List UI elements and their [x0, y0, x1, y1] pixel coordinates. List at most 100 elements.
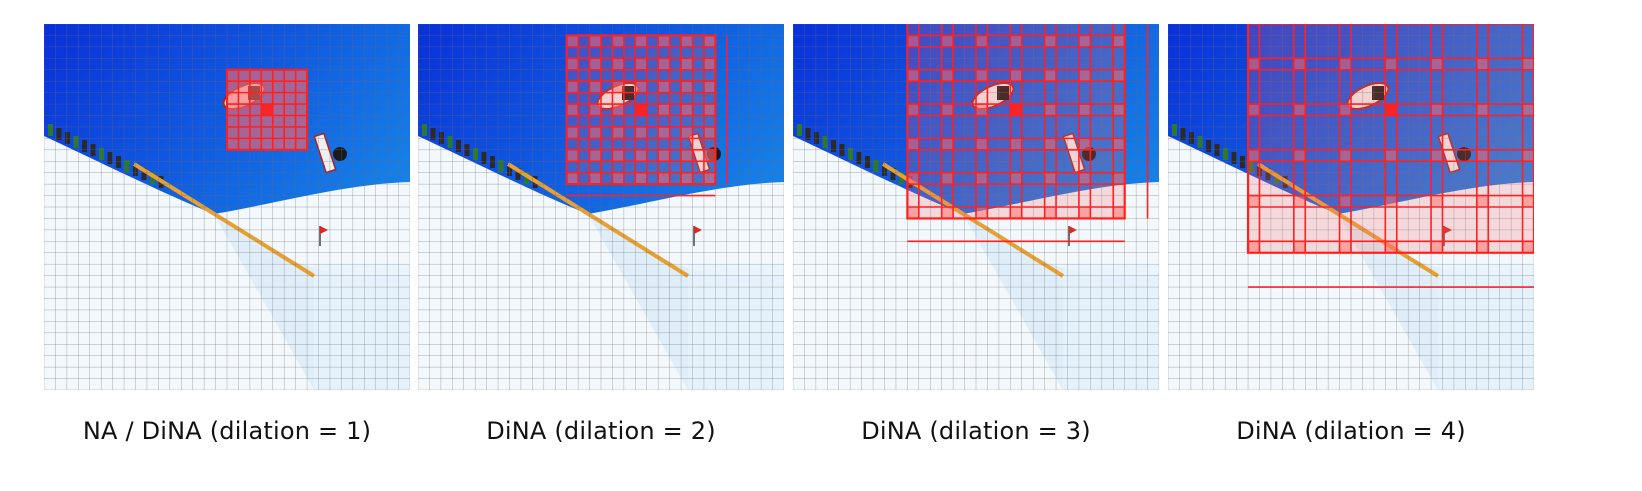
attended-cell	[1339, 149, 1351, 162]
attended-cell	[1522, 195, 1534, 207]
attended-cell	[295, 138, 308, 150]
attended-cell	[227, 126, 239, 139]
attended-cell	[261, 81, 273, 93]
attended-cell	[272, 92, 285, 105]
attended-cell	[589, 58, 601, 70]
attended-cell	[1385, 195, 1397, 207]
attended-cell	[1113, 104, 1125, 116]
attended-cell	[284, 69, 296, 82]
caption-dilation-3: DiNA (dilation = 3)	[861, 417, 1091, 445]
attended-cell	[566, 58, 579, 70]
attended-cell	[635, 149, 647, 162]
attended-cell	[284, 138, 296, 150]
attended-cell	[976, 69, 988, 82]
attended-cell	[295, 92, 308, 105]
attended-cell	[589, 149, 601, 162]
attended-cell	[681, 126, 693, 139]
attended-cell	[681, 104, 693, 116]
spectator	[822, 136, 828, 148]
attended-cell	[295, 81, 308, 93]
attended-cell	[1476, 241, 1489, 253]
window-border	[565, 34, 717, 186]
attended-cell	[1113, 69, 1125, 82]
attended-cell	[566, 126, 579, 139]
attended-cell	[284, 104, 296, 116]
attended-cell	[612, 35, 624, 47]
caption-dilation-2: DiNA (dilation = 2)	[486, 417, 716, 445]
window-border	[1246, 24, 1534, 254]
spectator	[848, 148, 853, 160]
spectator	[1180, 128, 1186, 140]
attended-cell	[1010, 207, 1022, 219]
attended-cell	[1476, 195, 1489, 207]
attended-cell	[1113, 172, 1125, 185]
spectator	[447, 136, 453, 148]
attended-cell	[941, 138, 954, 150]
attended-cell	[976, 207, 988, 219]
attended-cell	[249, 115, 262, 127]
attended-cell	[261, 115, 273, 127]
attended-cell	[681, 81, 693, 93]
attended-cell	[1385, 58, 1397, 70]
attended-cell	[1522, 104, 1534, 116]
attended-cell	[1044, 35, 1057, 47]
spectator	[56, 128, 62, 140]
spectator	[99, 148, 104, 160]
attended-cell	[1385, 149, 1397, 162]
attended-cell	[566, 104, 579, 116]
snowboarder-body	[997, 86, 1009, 100]
attended-cell	[1431, 149, 1443, 162]
attended-cell	[1078, 104, 1091, 116]
attended-cell	[1522, 149, 1534, 162]
attended-cell	[1431, 104, 1443, 116]
query-cell	[1385, 104, 1397, 116]
attended-cell	[941, 69, 954, 82]
attended-cell	[249, 138, 262, 150]
spectator	[1231, 152, 1237, 164]
spectator	[498, 160, 504, 172]
attended-cell	[1044, 138, 1057, 150]
attended-cell	[658, 149, 670, 162]
attended-cell	[1339, 58, 1351, 70]
attended-cell	[261, 138, 273, 150]
attended-cell	[238, 92, 250, 105]
attended-cell	[227, 69, 239, 82]
spectator	[48, 124, 53, 136]
attended-cell	[635, 81, 647, 93]
attended-cell	[238, 81, 250, 93]
attended-cell	[589, 35, 601, 47]
spectator	[82, 140, 87, 152]
spectator	[430, 128, 436, 140]
attended-cell	[1010, 35, 1022, 47]
attended-cell	[249, 92, 262, 105]
spectator	[150, 172, 155, 184]
attended-cell	[589, 104, 601, 116]
attended-cell	[1248, 195, 1260, 207]
attended-cell	[612, 104, 624, 116]
attended-cell	[941, 104, 954, 116]
attended-cell	[635, 58, 647, 70]
attended-cell	[1431, 195, 1443, 207]
window-border	[225, 68, 309, 151]
attended-cell	[976, 35, 988, 47]
attended-cell	[1293, 58, 1306, 70]
attended-cell	[612, 58, 624, 70]
snowboarder-second-body	[333, 147, 347, 161]
spectator	[865, 156, 870, 168]
attended-cell	[1078, 172, 1091, 185]
caption-dilation-4: DiNA (dilation = 4)	[1236, 417, 1466, 445]
attended-cell	[295, 126, 308, 139]
attended-cell	[941, 207, 954, 219]
snow-jump	[1063, 264, 1159, 390]
attended-cell	[703, 172, 716, 185]
snow-jump	[688, 264, 784, 390]
attended-cell	[635, 35, 647, 47]
attended-cell	[227, 138, 239, 150]
attended-cell	[681, 149, 693, 162]
attended-cell	[238, 69, 250, 82]
spectator	[116, 156, 121, 168]
attended-cell	[907, 104, 919, 116]
attended-cell	[261, 69, 273, 82]
spectator	[439, 132, 444, 144]
attended-cell	[227, 92, 239, 105]
